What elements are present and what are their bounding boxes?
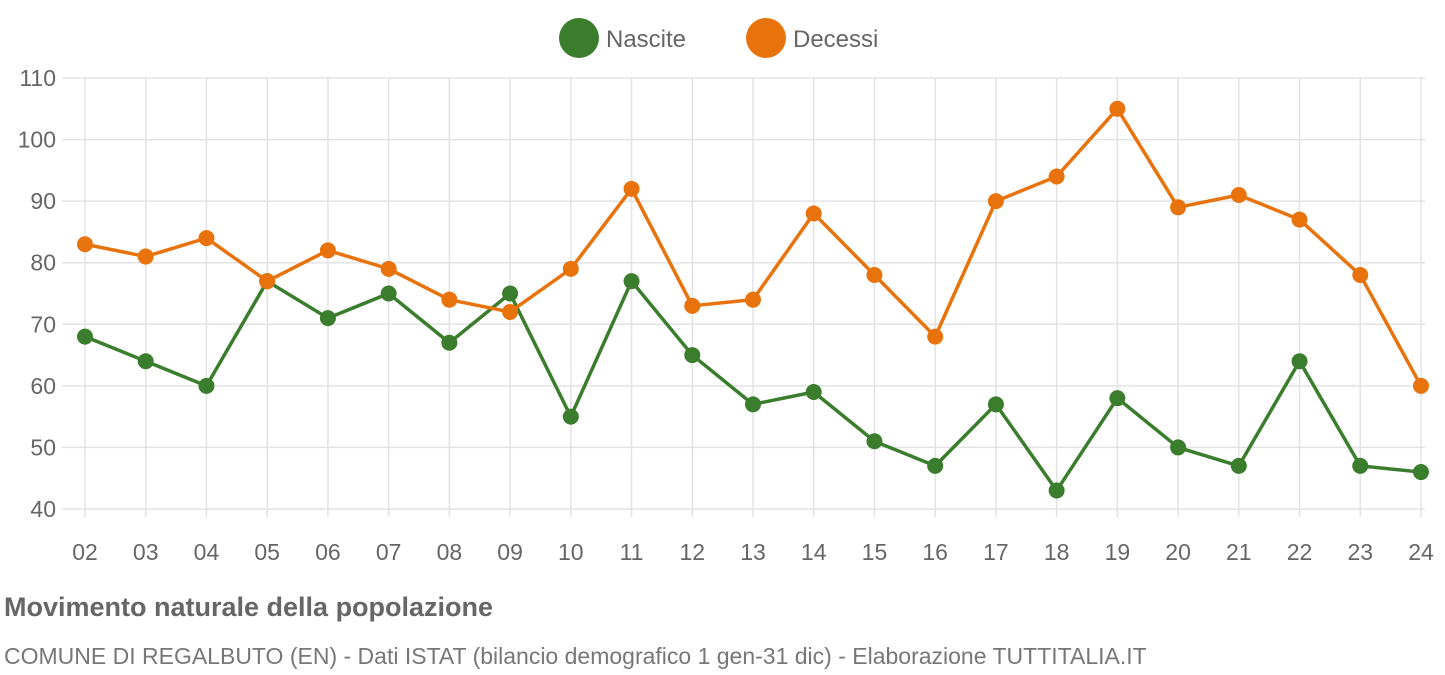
data-point-decessi	[137, 248, 154, 265]
data-point-decessi	[805, 205, 822, 222]
x-tick-label: 17	[983, 539, 1009, 565]
data-point-nascite	[927, 457, 944, 474]
x-tick-label: 23	[1347, 539, 1373, 565]
x-tick-label: 10	[558, 539, 584, 565]
data-point-nascite	[623, 273, 640, 290]
x-tick-label: 09	[497, 539, 523, 565]
y-tick-label: 70	[30, 311, 56, 337]
data-point-nascite	[1048, 482, 1065, 499]
data-point-nascite	[805, 384, 822, 401]
data-point-decessi	[441, 291, 458, 308]
grid	[62, 77, 1425, 517]
data-point-nascite	[198, 377, 215, 394]
data-point-nascite	[1413, 464, 1429, 481]
data-point-decessi	[562, 260, 579, 277]
legend-label-decessi: Decessi	[793, 26, 878, 53]
data-point-decessi	[1352, 267, 1369, 284]
legend-marker-nascite	[559, 18, 599, 58]
x-tick-label: 20	[1165, 539, 1191, 565]
x-tick-label: 04	[194, 539, 220, 565]
data-point-decessi	[745, 291, 761, 308]
data-point-nascite	[987, 396, 1004, 413]
series-layer	[77, 100, 1429, 499]
chart-title: Movimento naturale della popolazione	[4, 592, 494, 622]
line-chart: 40 50 60 70 80 90 100 110 02 03 04 05 06 07 08 09 10 11 1…	[18, 18, 1434, 565]
legend-marker-decessi	[746, 18, 786, 58]
data-point-decessi	[623, 180, 640, 197]
y-tick-label: 60	[30, 373, 56, 399]
data-point-decessi	[319, 242, 336, 259]
x-tick-label: 12	[679, 539, 705, 565]
x-tick-label: 14	[801, 539, 827, 565]
y-tick-label: 110	[19, 65, 56, 91]
x-tick-label: 18	[1044, 539, 1070, 565]
y-tick-label: 40	[30, 496, 56, 522]
x-tick-label: 07	[376, 539, 402, 565]
data-point-nascite	[380, 285, 397, 302]
data-point-decessi	[1048, 168, 1065, 185]
legend: Nascite Decessi	[559, 18, 878, 58]
x-tick-label: 13	[740, 539, 766, 565]
data-point-nascite	[1230, 457, 1247, 474]
data-point-nascite	[319, 310, 336, 327]
data-point-nascite	[1352, 457, 1369, 474]
data-point-nascite	[745, 396, 761, 413]
x-tick-label: 06	[315, 539, 341, 565]
x-tick-label: 08	[437, 539, 463, 565]
data-point-decessi	[77, 236, 93, 253]
data-point-nascite	[77, 328, 93, 345]
data-point-decessi	[1170, 199, 1187, 216]
data-point-nascite	[1291, 353, 1308, 370]
data-point-nascite	[137, 353, 154, 370]
chart-subtitle: COMUNE DI REGALBUTO (EN) - Dati ISTAT (b…	[4, 643, 1147, 669]
x-tick-label: 16	[922, 539, 948, 565]
data-point-decessi	[684, 297, 701, 314]
data-point-decessi	[866, 267, 883, 284]
y-tick-label: 100	[18, 127, 56, 153]
data-point-decessi	[259, 273, 276, 290]
y-tick-label: 90	[30, 188, 56, 214]
data-point-nascite	[441, 334, 458, 351]
data-point-nascite	[1170, 439, 1187, 456]
data-point-nascite	[684, 347, 701, 364]
data-point-decessi	[927, 328, 944, 345]
x-tick-label: 15	[862, 539, 888, 565]
data-point-decessi	[198, 230, 215, 247]
y-tick-label: 50	[30, 434, 56, 460]
x-tick-label: 03	[133, 539, 159, 565]
x-tick-label: 24	[1408, 539, 1434, 565]
data-point-decessi	[987, 193, 1004, 210]
data-point-decessi	[502, 303, 519, 320]
x-tick-label: 19	[1105, 539, 1131, 565]
data-point-decessi	[1291, 211, 1308, 228]
data-point-decessi	[1413, 377, 1429, 394]
x-tick-label: 11	[620, 539, 644, 565]
data-point-decessi	[1230, 186, 1247, 203]
data-point-decessi	[1109, 100, 1126, 117]
x-tick-label: 22	[1287, 539, 1313, 565]
data-point-nascite	[866, 433, 883, 450]
data-point-nascite	[562, 408, 579, 425]
data-point-nascite	[502, 285, 519, 302]
x-tick-label: 05	[254, 539, 280, 565]
x-tick-label: 02	[72, 539, 98, 565]
y-tick-label: 80	[30, 250, 56, 276]
y-axis: 40 50 60 70 80 90 100 110	[18, 65, 56, 522]
data-point-decessi	[380, 260, 397, 277]
x-tick-label: 21	[1226, 539, 1252, 565]
legend-label-nascite: Nascite	[606, 26, 686, 53]
x-axis: 02 03 04 05 06 07 08 09 10 11 12 13 14 15 16 17 18 19 20 21…	[72, 539, 1434, 565]
data-point-nascite	[1109, 390, 1126, 407]
